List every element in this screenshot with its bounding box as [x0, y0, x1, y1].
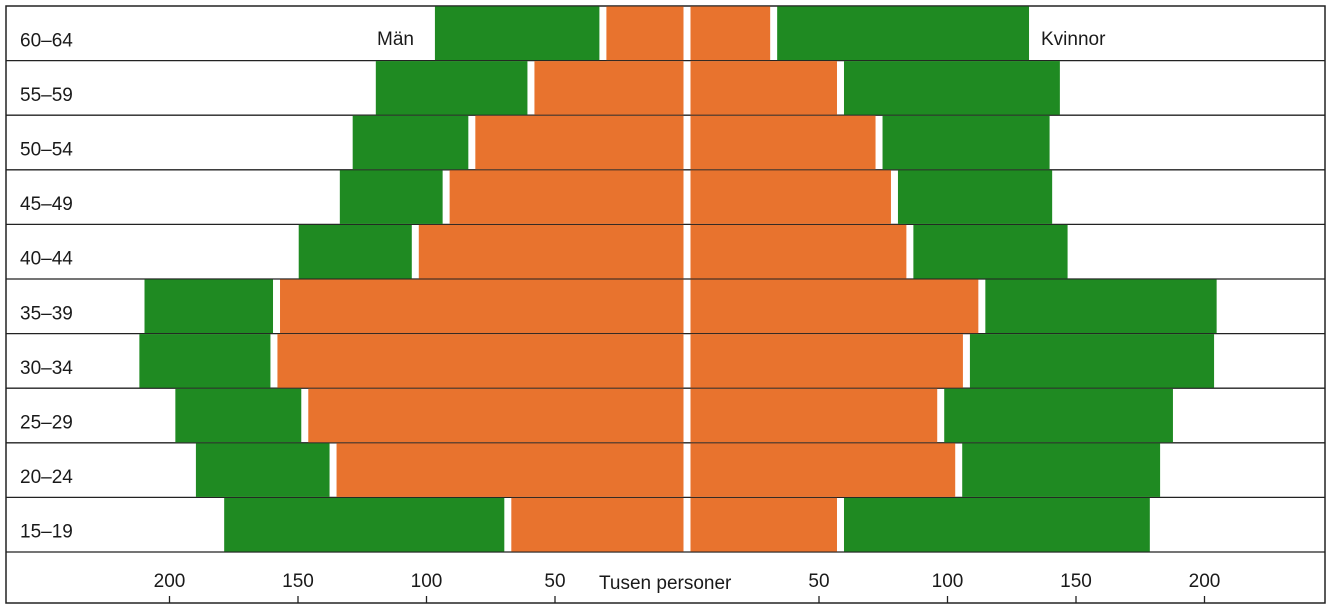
- age-group-label: 30–34: [20, 358, 73, 379]
- bar-man-green: [144, 279, 274, 334]
- bar-man-green: [375, 61, 528, 115]
- bar-man-orange: [449, 170, 684, 224]
- age-group-label: 35–39: [20, 303, 73, 324]
- bar-man-orange: [606, 6, 684, 61]
- age-group-label: 20–24: [20, 467, 73, 488]
- bar-man-green: [339, 170, 443, 224]
- age-group-label: 45–49: [20, 194, 73, 215]
- bar-woman-green: [882, 115, 1050, 170]
- bar-woman-orange: [690, 388, 938, 443]
- right-series-label: Kvinnor: [1041, 29, 1106, 50]
- x-axis-unit-label: Tusen personer: [599, 573, 732, 594]
- bar-woman-green: [777, 6, 1030, 61]
- x-tick-label: 50: [544, 571, 565, 592]
- bar-man-orange: [336, 443, 684, 497]
- age-labels-group: 60–64 55–59 50–54 45–49 40–44 35–39 30–34 25–29…: [20, 30, 73, 542]
- age-group-label: 55–59: [20, 85, 73, 106]
- bar-man-orange: [280, 279, 684, 334]
- bar-woman-orange: [690, 115, 876, 170]
- age-group-label: 60–64: [20, 30, 73, 51]
- row-gridlines: [6, 59, 1325, 553]
- bar-man-orange: [534, 61, 684, 115]
- age-group-label: 25–29: [20, 413, 73, 434]
- bar-woman-orange: [690, 279, 979, 334]
- bar-man-orange: [475, 115, 684, 170]
- bar-woman-green: [843, 497, 1150, 552]
- x-tick-label: 100: [411, 571, 443, 592]
- bar-woman-green: [897, 170, 1053, 224]
- bar-woman-green: [969, 334, 1215, 388]
- bar-man-green: [434, 6, 600, 61]
- bar-woman-green: [985, 279, 1217, 334]
- x-tick-label: 200: [1189, 571, 1221, 592]
- age-group-label: 15–19: [20, 522, 73, 543]
- bar-woman-orange: [690, 6, 771, 61]
- bars-group: [139, 6, 1217, 552]
- bar-man-green: [139, 334, 271, 388]
- left-series-label: Män: [377, 29, 414, 50]
- bar-man-orange: [308, 388, 684, 443]
- bar-woman-orange: [690, 443, 956, 497]
- x-tick-label: 50: [808, 571, 829, 592]
- x-tick-label: 150: [282, 571, 314, 592]
- bar-woman-orange: [690, 61, 837, 115]
- bar-man-orange: [511, 497, 684, 552]
- bar-man-green: [298, 224, 412, 279]
- x-axis-ticks-group: 200 150 100 50 50 100 150 200: [154, 571, 1221, 603]
- bar-woman-green: [913, 224, 1068, 279]
- bar-woman-green: [962, 443, 1161, 497]
- bar-man-green: [175, 388, 302, 443]
- bar-woman-green: [843, 61, 1060, 115]
- bar-woman-orange: [690, 497, 837, 552]
- x-tick-label: 100: [932, 571, 964, 592]
- x-tick-label: 200: [154, 571, 186, 592]
- bar-woman-orange: [690, 224, 907, 279]
- bar-woman-green: [944, 388, 1173, 443]
- age-group-label: 40–44: [20, 249, 73, 270]
- bar-man-orange: [277, 334, 684, 388]
- bar-man-green: [195, 443, 330, 497]
- age-group-label: 50–54: [20, 140, 73, 161]
- bar-man-orange: [418, 224, 684, 279]
- bar-man-green: [224, 497, 505, 552]
- bar-man-green: [352, 115, 469, 170]
- x-tick-label: 150: [1060, 571, 1092, 592]
- chart-frame: [5, 5, 1326, 604]
- bar-woman-orange: [690, 170, 891, 224]
- bar-woman-orange: [690, 334, 963, 388]
